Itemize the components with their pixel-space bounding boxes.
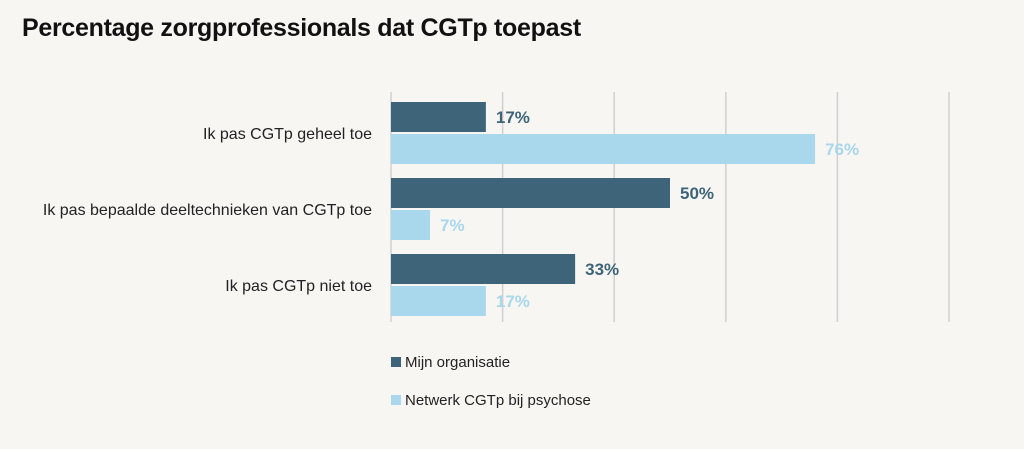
data-label: 17% <box>496 292 530 311</box>
data-label: 76% <box>825 140 859 159</box>
bar-netwerk-0 <box>391 134 816 164</box>
data-label: 17% <box>496 108 530 127</box>
legend-label: Netwerk CGTp bij psychose <box>405 392 591 409</box>
data-label: 33% <box>585 260 619 279</box>
data-label: 7% <box>440 216 465 235</box>
bar-mijn-organisatie-0 <box>391 102 486 132</box>
legend-swatch <box>391 395 401 405</box>
category-label: Ik pas CGTp geheel toe <box>203 126 372 143</box>
bar-mijn-organisatie-1 <box>391 178 670 208</box>
bar-mijn-organisatie-2 <box>391 254 576 284</box>
category-labels: Ik pas CGTp geheel toe Ik pas bepaalde de… <box>43 126 372 295</box>
category-label: Ik pas CGTp niet toe <box>225 278 372 295</box>
category-label: Ik pas bepaalde deeltechnieken van CGTp … <box>43 202 372 219</box>
legend-swatch <box>391 357 401 367</box>
bar-netwerk-2 <box>391 286 486 316</box>
data-label: 50% <box>680 184 714 203</box>
chart-title: Percentage zorgprofessionals dat CGTp to… <box>22 14 581 42</box>
legend: Mijn organisatie Netwerk CGTp bij psychos… <box>391 354 591 409</box>
bar-netwerk-1 <box>391 210 431 240</box>
legend-label: Mijn organisatie <box>405 354 510 371</box>
bars: 17% 76% 50% 7% 33% 17% <box>391 102 859 316</box>
